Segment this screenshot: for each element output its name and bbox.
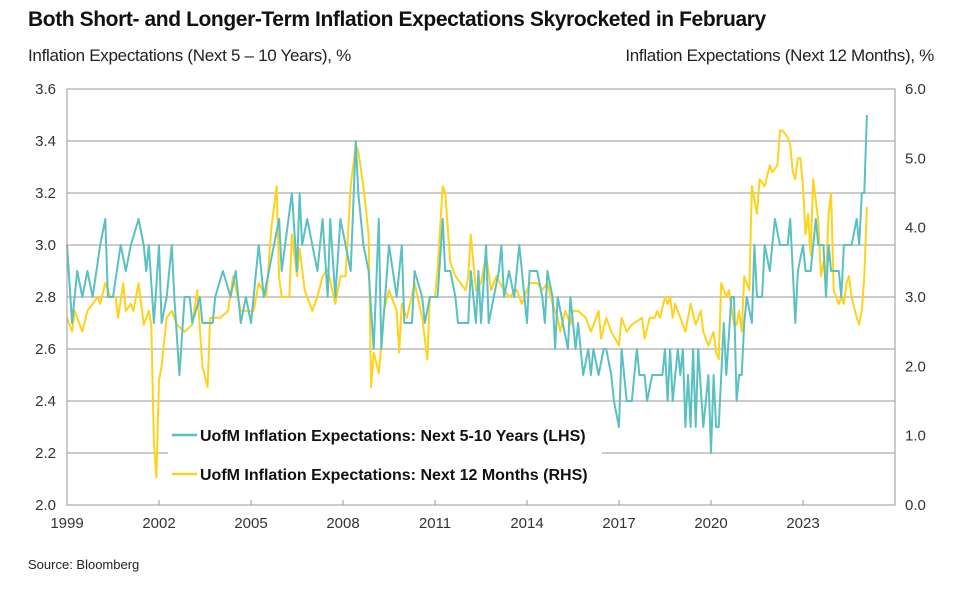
right-tick-label: 0.0: [905, 497, 926, 514]
left-tick-label: 2.4: [35, 393, 56, 410]
legend: UofM Inflation Expectations: Next 5-10 Y…: [168, 412, 602, 494]
source-note: Source: Bloomberg: [28, 557, 140, 572]
x-tick-label: 1999: [50, 515, 83, 532]
x-tick-label: 2017: [602, 515, 635, 532]
series-line-5-10y: [66, 114, 868, 454]
x-tick-label: 2008: [326, 515, 359, 532]
x-tick-label: 2005: [234, 515, 267, 532]
left-tick-label: 2.0: [35, 497, 56, 514]
x-tick-label: 2023: [786, 515, 819, 532]
legend-label-5-10y: UofM Inflation Expectations: Next 5-10 Y…: [200, 428, 586, 445]
x-tick-label: 2011: [419, 515, 451, 532]
right-tick-label: 6.0: [905, 81, 926, 98]
right-tick-label: 4.0: [905, 220, 926, 237]
left-tick-label: 2.8: [35, 289, 56, 306]
right-tick-label: 1.0: [905, 428, 926, 445]
plot-frame: [66, 88, 896, 506]
left-tick-label: 2.2: [35, 445, 56, 462]
x-tick-label: 2020: [694, 515, 727, 532]
left-tick-label: 3.0: [35, 237, 56, 254]
legend-background: [168, 412, 602, 494]
left-tick-label: 2.6: [35, 341, 56, 358]
left-tick-label: 3.4: [35, 133, 56, 150]
left-tick-label: 3.6: [35, 81, 56, 98]
left-tick-label: 3.2: [35, 185, 56, 202]
gridlines: [67, 140, 895, 454]
right-axis-title: Inflation Expectations (Next 12 Months),…: [625, 46, 934, 65]
chart-title: Both Short- and Longer-Term Inflation Ex…: [28, 8, 766, 31]
right-tick-label: 3.0: [905, 289, 926, 306]
right-tick-label: 5.0: [905, 150, 926, 167]
x-tick-label: 2002: [142, 515, 175, 532]
series-lines: [66, 114, 868, 479]
x-tick-label: 2014: [510, 515, 543, 532]
legend-label-12m: UofM Inflation Expectations: Next 12 Mon…: [200, 467, 588, 484]
right-tick-label: 2.0: [905, 358, 926, 375]
axis-ticks: 2.0 2.2 2.4 2.6 2.8 3.0 3.2 3.4 3.6 0.0 1.0 2.0 3.0 4…: [35, 81, 926, 532]
left-axis-title: Inflation Expectations (Next 5 – 10 Year…: [28, 46, 351, 65]
